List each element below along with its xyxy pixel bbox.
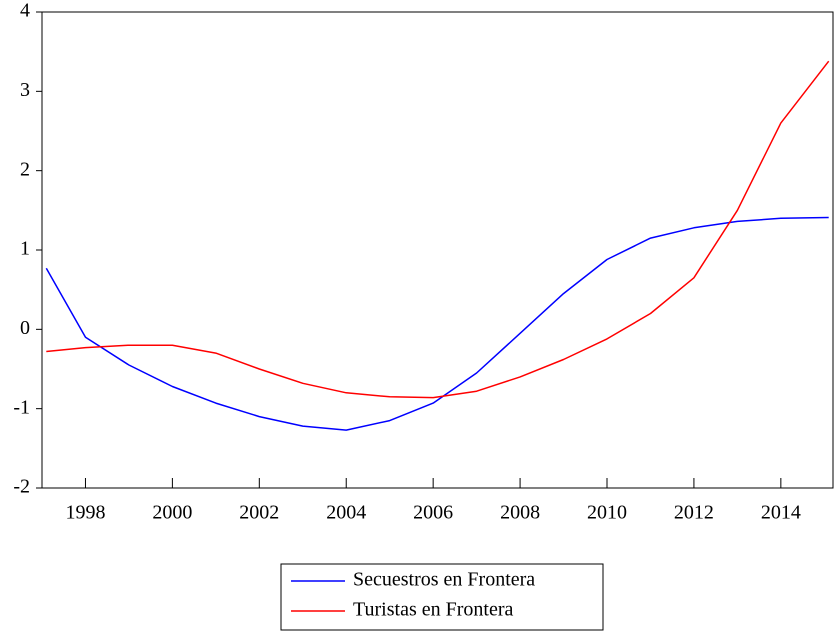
plot-frame [41,11,834,489]
x-tick-label: 2006 [413,502,453,524]
x-tick-label: 2002 [239,502,279,524]
y-tick-label: 4 [20,0,30,22]
x-tick-label: 2000 [152,502,192,524]
legend-label: Secuestros en Frontera [353,569,535,591]
legend-box [280,563,604,631]
y-tick-label: -2 [13,476,30,498]
series-line [45,216,829,431]
x-tick-label: 1998 [65,502,105,524]
series-line [46,60,830,399]
y-tick-label: -1 [13,396,30,418]
x-tick-label: 2008 [500,502,540,524]
y-tick-label: 3 [20,79,30,101]
x-tick-label: 2012 [674,502,714,524]
x-tick-label: 2014 [761,502,801,524]
y-tick-label: 0 [20,317,30,339]
y-tick-label: 2 [20,158,30,180]
y-tick-label: 1 [20,238,30,260]
legend-label: Turistas en Frontera [353,599,513,621]
x-tick-label: 2004 [326,502,366,524]
x-tick-label: 2010 [587,502,627,524]
